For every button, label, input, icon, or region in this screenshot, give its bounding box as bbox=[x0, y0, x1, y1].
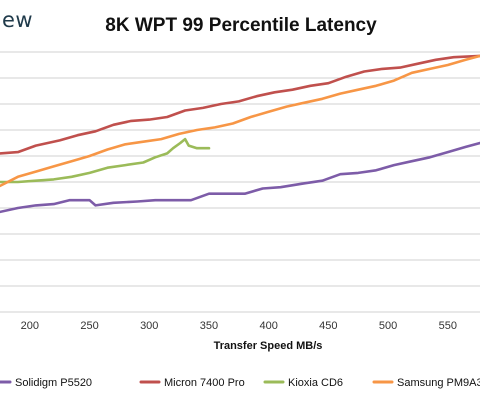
legend-label: Micron 7400 Pro bbox=[164, 377, 245, 389]
series-lines bbox=[0, 54, 480, 214]
legend-label: Solidigm P5520 bbox=[15, 377, 92, 389]
x-axis-label: Transfer Speed MB/s bbox=[214, 340, 323, 352]
legend-label: Kioxia CD6 bbox=[288, 377, 343, 389]
x-tick-label: 450 bbox=[319, 320, 337, 332]
x-tick-label: 550 bbox=[439, 320, 457, 332]
x-axis-ticks: 200 250 300 350 400 450 500 550 bbox=[21, 320, 457, 332]
x-tick-label: 400 bbox=[259, 320, 277, 332]
chart-title: 8K WPT 99 Percentile Latency bbox=[105, 15, 377, 36]
x-tick-label: 500 bbox=[379, 320, 397, 332]
legend-label: Samsung PM9A3 bbox=[397, 377, 480, 389]
brand-logo: ew bbox=[2, 8, 34, 32]
series-line-2 bbox=[0, 54, 480, 155]
x-tick-label: 250 bbox=[80, 320, 98, 332]
x-tick-label: 350 bbox=[200, 320, 218, 332]
series-line-4 bbox=[0, 54, 480, 188]
gridlines bbox=[0, 51, 480, 313]
x-tick-label: 300 bbox=[140, 320, 158, 332]
series-line-1 bbox=[0, 141, 480, 214]
legend: Solidigm P5520 Micron 7400 Pro Kioxia CD6 S… bbox=[0, 377, 480, 389]
x-tick-label: 200 bbox=[21, 320, 39, 332]
series-line-3 bbox=[0, 137, 211, 184]
